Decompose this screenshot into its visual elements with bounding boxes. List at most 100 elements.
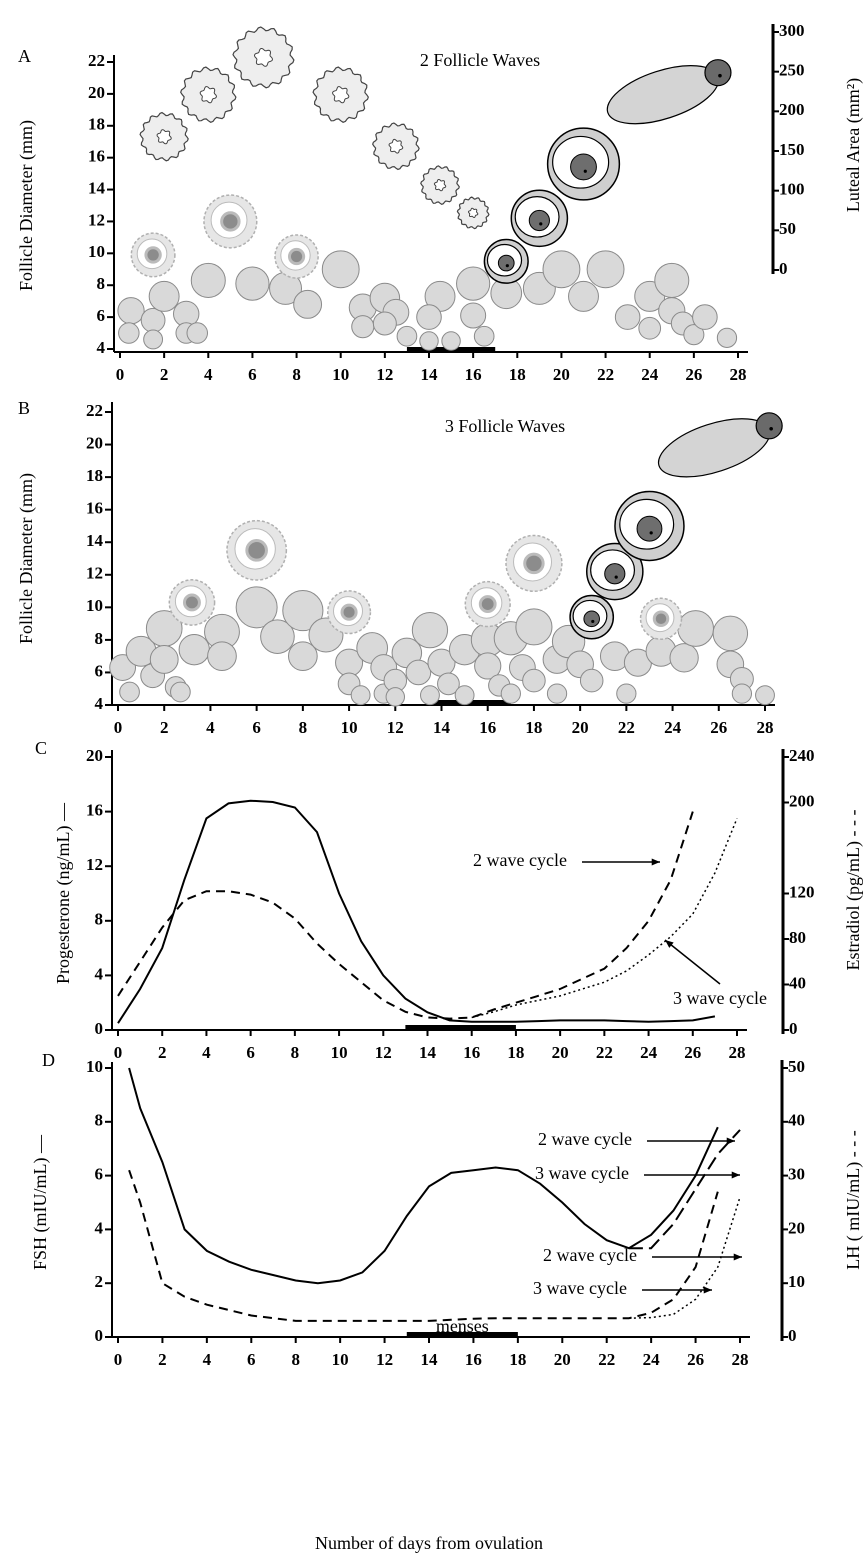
y-tick-label: 6 xyxy=(95,661,104,680)
x-tick-label: 0 xyxy=(116,365,125,384)
x-tick-label: 14 xyxy=(421,1350,439,1369)
follicle xyxy=(568,280,599,312)
follicle-small xyxy=(293,289,323,319)
luteal-cavity xyxy=(468,207,479,218)
y-tick-label: 16 xyxy=(86,801,103,820)
y-axis-label: Progesterone (ng/mL) — xyxy=(53,802,74,984)
x-tick-label: 6 xyxy=(247,1350,256,1369)
y-tick-label: 20 xyxy=(86,746,103,765)
follicle-small xyxy=(260,619,295,654)
series-line xyxy=(128,1169,719,1322)
x-tick-label: 0 xyxy=(114,1350,123,1369)
x-tick-label: 20 xyxy=(572,718,589,737)
y2-tick-label: 100 xyxy=(779,180,805,199)
follicle-small xyxy=(542,250,581,289)
x-tick-label: 28 xyxy=(757,718,774,737)
x-tick-label: 0 xyxy=(114,1043,123,1062)
y-tick-label: 12 xyxy=(88,210,105,229)
y2-tick-label: 50 xyxy=(788,1057,805,1076)
follicle xyxy=(117,297,145,325)
y2-tick-label: 200 xyxy=(789,791,815,810)
y2-axis-label: LH ( mIU/mL) - - - xyxy=(843,1130,864,1269)
y2-tick-label: 10 xyxy=(788,1272,805,1291)
follicle xyxy=(109,654,137,681)
y-axis-label: FSH (mIU/mL) — xyxy=(30,1134,51,1270)
follicle xyxy=(515,608,553,646)
x-tick-label: 22 xyxy=(596,1043,613,1062)
follicle-small xyxy=(190,262,226,298)
y-tick-label: 16 xyxy=(88,147,105,166)
follicle-small xyxy=(178,633,210,666)
y-tick-label: 10 xyxy=(86,596,103,615)
follicle-dot xyxy=(583,169,587,173)
follicle-dot xyxy=(591,619,595,624)
y-tick-label: 4 xyxy=(97,338,106,357)
x-tick-label: 18 xyxy=(525,718,542,737)
follicle-ovulatory xyxy=(614,490,685,562)
y-tick-label: 16 xyxy=(86,499,103,518)
x-tick-label: 20 xyxy=(553,365,570,384)
y2-tick-label: 200 xyxy=(779,100,805,119)
y2-tick-label: 0 xyxy=(779,259,788,278)
follicle-ovulatory xyxy=(585,542,644,601)
follicle-new-cl xyxy=(606,59,732,125)
follicle xyxy=(755,685,775,706)
arrow-head xyxy=(651,858,660,866)
y-tick-label: 14 xyxy=(86,531,104,550)
luteal-cavity xyxy=(388,138,404,154)
x-tick-label: 18 xyxy=(507,1043,524,1062)
x-tick-label: 26 xyxy=(685,365,702,384)
ovulation-dot xyxy=(718,73,722,78)
follicle-small xyxy=(654,262,690,298)
arrow-head xyxy=(731,1171,740,1179)
x-tick-label: 26 xyxy=(710,718,727,737)
follicle-antral xyxy=(639,597,683,640)
follicle xyxy=(454,685,475,706)
ovulation-point xyxy=(704,59,732,87)
y-tick-label: 22 xyxy=(88,51,105,70)
arrow-head xyxy=(733,1253,742,1261)
x-tick-label: 22 xyxy=(618,718,635,737)
follicle xyxy=(522,668,546,693)
y2-tick-label: 40 xyxy=(789,973,806,992)
follicle-small xyxy=(372,311,397,336)
annotation-arrow xyxy=(664,939,721,985)
follicle xyxy=(140,307,166,333)
follicle xyxy=(420,685,440,706)
follicle xyxy=(683,324,705,346)
y-tick-label: 12 xyxy=(86,564,103,583)
annotation: 3 wave cycle xyxy=(673,988,767,1008)
y-tick-label: 10 xyxy=(86,1057,103,1076)
y-tick-label: 8 xyxy=(97,274,106,293)
follicle xyxy=(288,641,318,672)
follicle-small xyxy=(669,643,699,673)
x-tick-label: 28 xyxy=(732,1350,749,1369)
y2-tick-label: 120 xyxy=(789,882,815,901)
follicle xyxy=(437,672,460,696)
follicle-core xyxy=(220,211,241,232)
follicle xyxy=(351,315,375,339)
follicle-small xyxy=(396,325,418,347)
series-line xyxy=(128,1067,719,1285)
x-tick-label: 8 xyxy=(291,1043,300,1062)
follicle-small xyxy=(586,250,625,289)
follicle xyxy=(282,589,324,632)
follicle xyxy=(731,683,753,704)
follicle-small xyxy=(473,325,495,347)
follicle-cl xyxy=(139,111,189,162)
follicle-small xyxy=(282,589,324,632)
annotation: 2 wave cycle xyxy=(543,1245,637,1265)
follicle-cl xyxy=(372,122,420,171)
follicle-small xyxy=(321,250,360,289)
luteal-cavity xyxy=(433,179,447,192)
x-tick-label: 18 xyxy=(509,365,526,384)
follicle-ovulatory xyxy=(510,189,569,248)
y2-axis-label: Estradiol (pg/mL) - - - xyxy=(843,810,864,971)
follicle-ovulatory xyxy=(546,127,621,201)
luteal-cavity xyxy=(253,48,273,67)
annotation: 2 wave cycle xyxy=(538,1129,632,1149)
y-tick-label: 4 xyxy=(95,694,104,713)
follicle-small xyxy=(716,327,738,348)
follicle-small xyxy=(755,685,775,706)
x-tick-label: 22 xyxy=(598,1350,615,1369)
